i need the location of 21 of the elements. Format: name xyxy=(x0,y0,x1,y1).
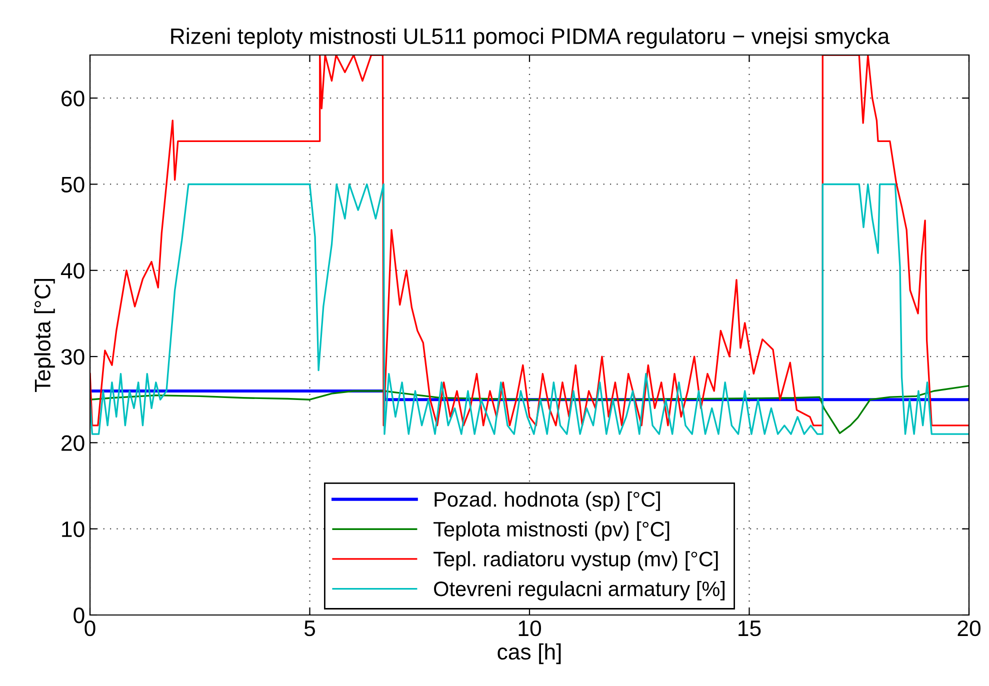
x-axis-title: cas [h] xyxy=(498,643,561,664)
y-tick-label: 30 xyxy=(61,349,84,365)
x-tick-label: 10 xyxy=(518,620,541,636)
legend-label: Otevreni regulacni armatury [%] xyxy=(434,580,724,600)
chart-title: Rizeni teploty mistnosti UL511 pomoci PIDMA regulatoru − vnejsi smycka xyxy=(171,28,890,48)
x-tick-label: 20 xyxy=(958,620,980,636)
x-tick-label: 15 xyxy=(738,620,761,636)
y-tick-label: 60 xyxy=(62,90,84,106)
line-series xyxy=(90,384,969,434)
x-tick-label: 5 xyxy=(304,620,315,636)
x-tick-label: 0 xyxy=(84,620,96,636)
legend-label: Teplota mistnosti (pv) [°C] xyxy=(434,521,670,541)
y-tick-label: 50 xyxy=(61,176,84,192)
y-tick-label: 10 xyxy=(62,521,84,538)
line-series xyxy=(90,183,969,435)
y-axis-title: Teplota [°C] xyxy=(34,279,55,392)
legend-label: Pozad. hodnota (sp) [°C] xyxy=(434,491,660,511)
legend-label: Tepl. radiatoru vystup (mv) [°C] xyxy=(434,551,718,571)
y-tick-label: 40 xyxy=(60,262,84,279)
y-tick-label: 20 xyxy=(62,435,84,451)
y-tick-label: 0 xyxy=(74,608,84,624)
